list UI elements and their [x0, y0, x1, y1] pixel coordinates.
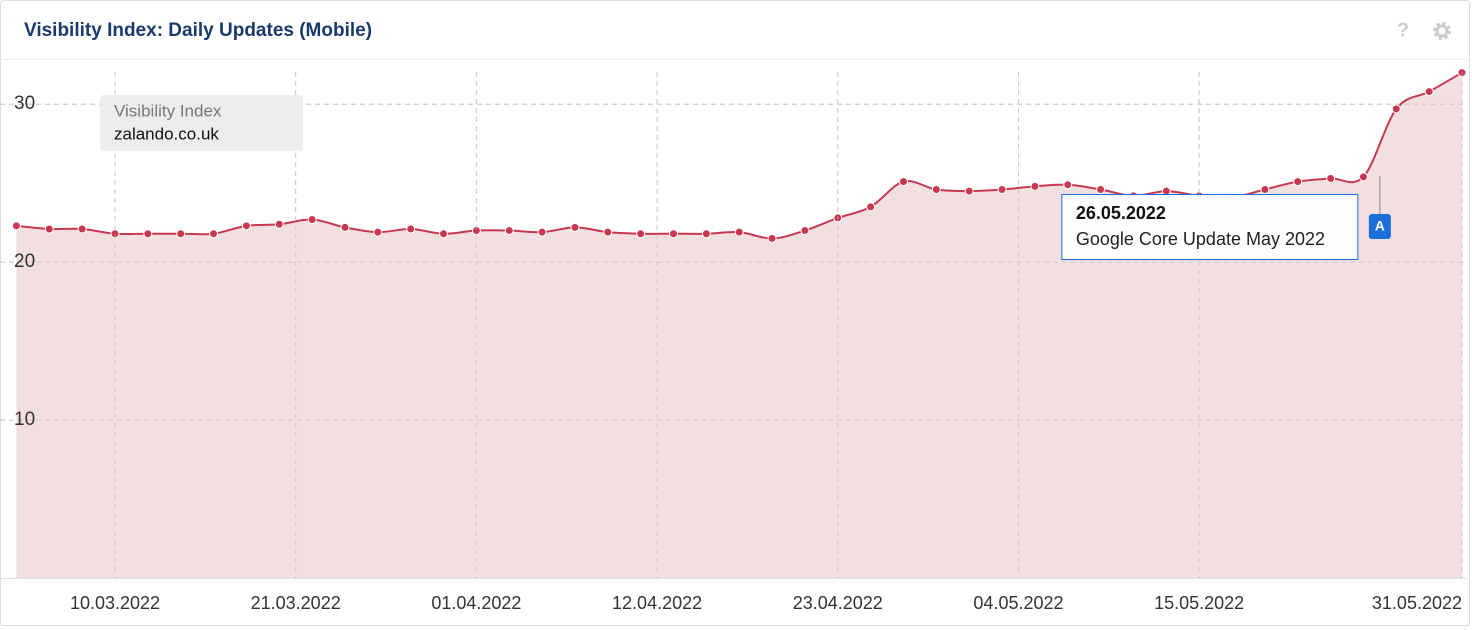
annotation-marker[interactable] — [1368, 214, 1391, 239]
data-point — [701, 229, 711, 239]
data-point — [143, 229, 153, 239]
data-point — [537, 227, 547, 237]
data-point — [44, 224, 54, 234]
data-point — [1293, 177, 1303, 187]
x-tick-label: 10.03.2022 — [70, 593, 160, 613]
legend-entry: zalando.co.uk — [114, 124, 219, 143]
data-point — [1424, 87, 1434, 97]
y-tick-label: 10 — [14, 409, 35, 430]
legend-title: Visibility Index — [114, 101, 222, 120]
data-point — [1161, 186, 1171, 196]
data-point — [373, 227, 383, 237]
data-point — [1391, 104, 1401, 114]
chart-title: Visibility Index: Daily Updates (Mobile) — [24, 20, 372, 41]
data-point — [669, 229, 679, 239]
annotation-marker-label: A — [1375, 218, 1385, 234]
x-tick-label: 23.04.2022 — [793, 593, 883, 613]
data-point — [603, 227, 613, 237]
data-point — [406, 224, 416, 234]
y-tick-label: 20 — [14, 251, 35, 272]
data-point — [636, 229, 646, 239]
data-point — [866, 202, 876, 212]
data-point — [1260, 185, 1270, 194]
data-point — [1358, 172, 1368, 182]
tooltip-date: 26.05.2022 — [1076, 203, 1166, 223]
data-point — [11, 221, 21, 231]
data-point — [898, 177, 908, 187]
data-point — [340, 222, 350, 232]
settings-icon[interactable] — [1433, 22, 1451, 40]
data-point — [274, 219, 284, 229]
x-tick-label: 04.05.2022 — [973, 593, 1063, 613]
data-point — [1030, 181, 1040, 191]
data-point — [800, 226, 810, 236]
y-tick-label: 30 — [14, 93, 35, 114]
x-tick-label: 01.04.2022 — [431, 593, 521, 613]
data-point — [1063, 180, 1073, 190]
data-point — [964, 186, 974, 196]
data-point — [307, 215, 317, 225]
x-tick-label: 21.03.2022 — [251, 593, 341, 613]
data-point — [570, 222, 580, 232]
data-point — [767, 233, 777, 243]
data-point — [1096, 185, 1106, 194]
data-point — [439, 229, 449, 239]
data-point — [931, 185, 941, 194]
tooltip — [1061, 194, 1359, 260]
data-point — [209, 229, 219, 239]
x-tick-label: 31.05.2022 — [1372, 593, 1462, 613]
data-point — [241, 221, 251, 231]
data-point — [997, 185, 1007, 194]
data-point — [176, 229, 186, 239]
overlay: 10 20 30 10.03.2022 21.03.2022 01.04.2022 12.0… — [0, 93, 1466, 613]
legend-box — [100, 95, 303, 151]
data-point — [77, 224, 87, 234]
x-tick-label: 12.04.2022 — [612, 593, 702, 613]
data-point — [504, 226, 514, 236]
x-tick-label: 15.05.2022 — [1154, 593, 1244, 613]
data-point — [734, 227, 744, 237]
data-point — [1326, 173, 1336, 183]
tooltip-text: Google Core Update May 2022 — [1076, 229, 1325, 249]
help-icon[interactable]: ? — [1397, 19, 1409, 41]
